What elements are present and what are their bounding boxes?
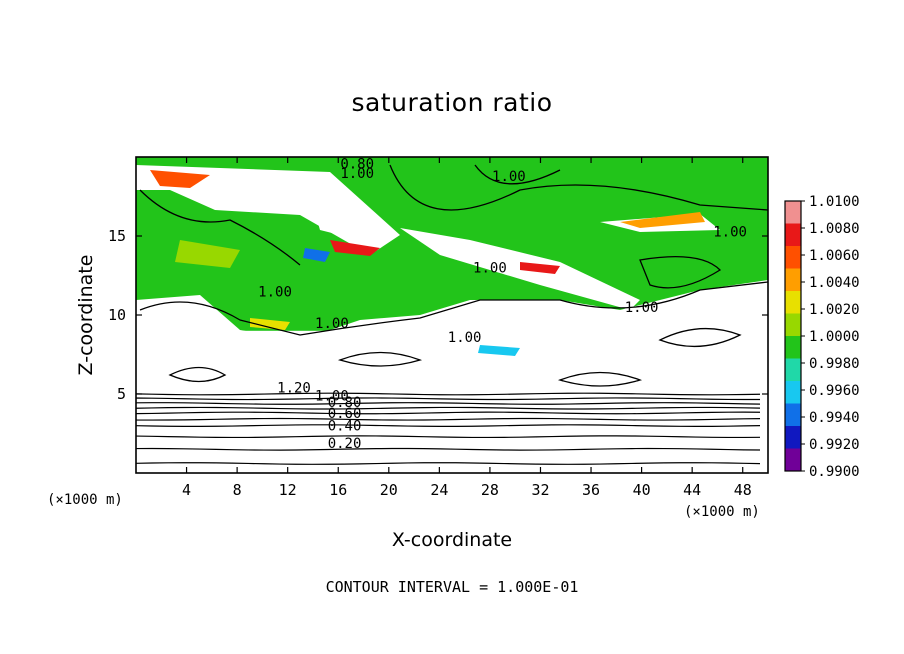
x-tick-label: 44 xyxy=(683,481,701,499)
colorbar-swatch xyxy=(785,403,801,426)
colorbar-label: 0.9980 xyxy=(809,356,860,372)
contour-label: 0.40 xyxy=(328,419,362,435)
colorbar-label: 0.9920 xyxy=(809,437,860,453)
colorbar-label: 1.0080 xyxy=(809,221,860,237)
contour-label: 0.20 xyxy=(328,436,362,452)
x-axis-label: X-coordinate xyxy=(392,529,512,551)
contour-line xyxy=(136,447,761,451)
contour-line xyxy=(389,164,768,211)
y-tick-label: 5 xyxy=(117,385,126,403)
contour-label: 0.80 xyxy=(328,395,362,411)
colorbar-label: 1.0060 xyxy=(809,248,860,264)
contour-line xyxy=(136,435,761,439)
colorbar-swatch xyxy=(785,448,801,471)
contour-lines xyxy=(136,164,768,465)
x-tick-label: 12 xyxy=(279,481,297,499)
contour-line xyxy=(136,424,761,428)
field-region-8 xyxy=(520,262,560,274)
colorbar-swatch xyxy=(785,291,801,314)
contour-label: 1.00 xyxy=(713,224,747,240)
field-region-11 xyxy=(478,345,520,356)
contour-line xyxy=(136,417,761,421)
contour-label: 1.00 xyxy=(625,300,659,316)
contour-label: 1.00 xyxy=(473,261,507,277)
contour-line xyxy=(136,402,761,405)
colorbar-label: 1.0040 xyxy=(809,275,860,291)
x-axis: 4 8 12 16 20 24 28 32 36 40 44 48 xyxy=(182,157,752,499)
colorbar-swatch xyxy=(785,223,801,246)
x-tick-label: 24 xyxy=(430,481,448,499)
contour-label: 1.20 xyxy=(277,381,311,397)
y-tick-label: 15 xyxy=(108,227,126,245)
x-tick-label: 28 xyxy=(481,481,499,499)
contour-line xyxy=(474,164,561,185)
colorbar-label: 1.0100 xyxy=(809,194,860,210)
colorbar-swatch xyxy=(785,426,801,449)
contour-line xyxy=(658,327,742,348)
contour-label: 1.00 xyxy=(340,166,374,182)
colorbar-label: 1.0000 xyxy=(809,329,860,345)
colorbar-label: 0.9900 xyxy=(809,464,860,480)
contour-line xyxy=(139,189,301,266)
x-axis-unit: (×1000 m) xyxy=(47,492,123,508)
contour-labels: 0.801.00 1.001.001.001.001.001.001.001.20… xyxy=(258,156,747,452)
chart-title: saturation ratio xyxy=(351,88,553,117)
contour-label: 1.00 xyxy=(315,389,349,405)
contour-line xyxy=(136,406,761,410)
colorbar-label: 0.9960 xyxy=(809,383,860,399)
colorbar-swatch xyxy=(785,336,801,359)
x-tick-label: 48 xyxy=(734,481,752,499)
contour-label: 1.00 xyxy=(492,169,526,185)
x-tick-label: 16 xyxy=(329,481,347,499)
contour-interval-note: CONTOUR INTERVAL = 1.000E-01 xyxy=(325,578,579,596)
contour-line xyxy=(136,392,761,396)
y-tick-label: 10 xyxy=(108,306,126,324)
colorbar-swatch xyxy=(785,358,801,381)
x-tick-label: 4 xyxy=(182,481,191,499)
colorbar-label: 0.9940 xyxy=(809,410,860,426)
y-axis-label: Z-coordinate xyxy=(75,255,97,376)
x-tick-label: 40 xyxy=(633,481,651,499)
contour-line xyxy=(337,351,423,367)
field-region-5 xyxy=(150,170,210,188)
colorbar-swatch xyxy=(785,201,801,224)
field-region-12 xyxy=(175,240,240,268)
contour-line xyxy=(639,256,722,289)
x-tick-label: 20 xyxy=(380,481,398,499)
contour-label: 0.80 xyxy=(340,156,374,172)
colorbar-swatch xyxy=(785,313,801,336)
field-lower-layer xyxy=(136,394,768,473)
field-region-2 xyxy=(136,280,768,385)
colorbar: 1.0100 1.0080 1.0060 1.0040 1.0020 1.0000 0.99… xyxy=(784,194,860,480)
colorbar-swatch xyxy=(785,381,801,404)
contour-line xyxy=(168,366,227,383)
contour-line xyxy=(136,411,761,415)
field-region-9 xyxy=(250,318,290,330)
contour-line xyxy=(136,462,761,465)
colorbar-label: 1.0020 xyxy=(809,302,860,318)
x-tick-label: 32 xyxy=(531,481,549,499)
x-tick-label: 8 xyxy=(233,481,242,499)
field-region-10 xyxy=(303,248,330,262)
contour-line xyxy=(139,281,768,336)
field-region-4 xyxy=(310,195,370,240)
field-region-7 xyxy=(620,212,705,228)
x-axis-unit-right: (×1000 m) xyxy=(684,504,760,520)
field-region-6 xyxy=(330,240,380,256)
contour-label: 1.00 xyxy=(258,284,292,300)
saturation-field xyxy=(136,157,768,473)
contour-label: 0.60 xyxy=(328,406,362,422)
x-tick-label: 36 xyxy=(582,481,600,499)
contour-line xyxy=(136,397,761,401)
y-axis: 5 10 15 xyxy=(108,227,768,403)
contour-label: 1.00 xyxy=(315,316,349,332)
contour-line xyxy=(557,371,643,387)
colorbar-swatch xyxy=(785,246,801,269)
contour-label: 1.00 xyxy=(448,330,482,346)
colorbar-swatch xyxy=(785,268,801,291)
